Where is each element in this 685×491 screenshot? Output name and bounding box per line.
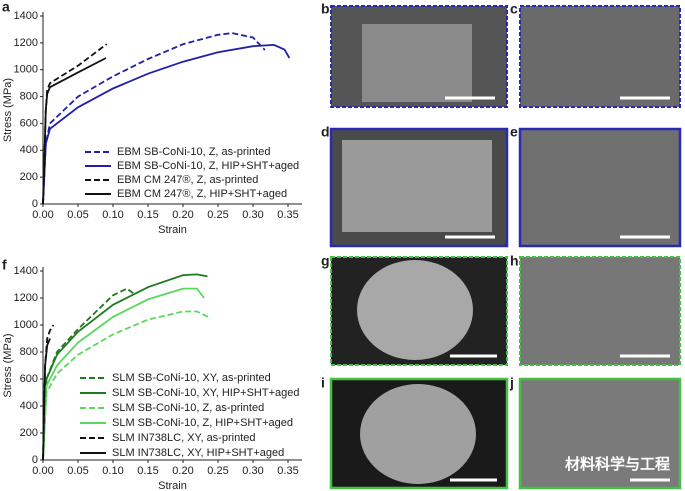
x-tick-label: 0.00: [32, 209, 53, 221]
x-tick-label: 0.30: [242, 465, 263, 477]
y-tick-label: 1200: [14, 37, 38, 49]
y-tick-label: 800: [20, 90, 38, 102]
scale-bars: [445, 96, 670, 482]
x-tick-label: 0.15: [137, 209, 158, 221]
x-tick-label: 0.00: [32, 465, 53, 477]
x-tick-label: 0.05: [67, 465, 88, 477]
legend-label: EBM CM 247®, Z, as-printed: [117, 174, 258, 186]
y-tick-label: 200: [20, 171, 38, 183]
y-tick-label: 1400: [14, 265, 38, 277]
legend-label: SLM SB-CoNi-10, Z, HIP+SHT+aged: [112, 417, 293, 429]
image-detail: [360, 384, 476, 484]
legend-label: SLM SB-CoNi-10, XY, as-printed: [112, 372, 271, 384]
y-axis-title: Stress (MPa): [2, 78, 14, 142]
image-detail: [362, 24, 472, 102]
legend-label: SLM SB-CoNi-10, Z, as-printed: [112, 402, 264, 414]
y-tick-label: 400: [20, 144, 38, 156]
y-tick-label: 1400: [14, 10, 38, 22]
image-detail: [342, 140, 492, 232]
x-tick-label: 0.15: [137, 465, 158, 477]
data-line: [42, 43, 291, 205]
x-tick-label: 0.20: [172, 209, 193, 221]
panel-letter: i: [321, 375, 325, 391]
y-tick-label: 400: [20, 400, 38, 412]
y-tick-label: 1000: [14, 64, 38, 76]
y-tick-label: 200: [20, 427, 38, 439]
data-line: [42, 43, 108, 205]
data-line: [42, 273, 208, 461]
legend-label: EBM SB-CoNi-10, Z, HIP+SHT+aged: [117, 160, 299, 172]
x-axis-title: Strain: [158, 480, 187, 491]
y-tick-label: 1200: [14, 292, 38, 304]
panel-letter: a: [2, 0, 10, 15]
y-tick-label: 600: [20, 117, 38, 129]
panel-letter: j: [509, 375, 514, 391]
x-tick-label: 0.10: [102, 465, 123, 477]
panel-letter: c: [510, 1, 518, 17]
y-axis-title: Stress (MPa): [2, 333, 14, 397]
panel-letter: e: [510, 124, 518, 140]
x-tick-label: 0.25: [207, 465, 228, 477]
x-tick-label: 0.05: [67, 209, 88, 221]
panel-letter: f: [2, 257, 7, 273]
panel-letter: g: [321, 253, 330, 269]
legend-label: EBM SB-CoNi-10, Z, as-printed: [117, 146, 270, 158]
legend-label: SLM SB-CoNi-10, XY, HIP+SHT+aged: [112, 387, 300, 399]
legend-label: SLM IN738LC, XY, as-printed: [112, 432, 255, 444]
watermark: 材料科学与工程: [565, 455, 670, 473]
panel-letter: d: [321, 124, 330, 140]
legend-label: SLM IN738LC, XY, HIP+SHT+aged: [112, 447, 284, 459]
x-tick-label: 0.35: [277, 209, 298, 221]
data-line: [42, 338, 51, 461]
x-tick-label: 0.25: [207, 209, 228, 221]
data-line: [42, 287, 205, 461]
image-j: [518, 377, 682, 490]
data-line: [42, 32, 266, 205]
sem-images: [329, 5, 682, 490]
y-tick-label: 0: [32, 198, 38, 210]
y-tick-label: 600: [20, 373, 38, 385]
y-tick-label: 0: [32, 454, 38, 466]
x-tick-label: 0.30: [242, 209, 263, 221]
y-tick-label: 800: [20, 346, 38, 358]
panel-letter: h: [510, 253, 519, 269]
x-tick-label: 0.10: [102, 209, 123, 221]
data-line: [42, 57, 107, 205]
x-tick-label: 0.35: [277, 465, 298, 477]
legend-label: EBM CM 247®, Z, HIP+SHT+aged: [117, 188, 287, 200]
image-e: [518, 127, 682, 248]
image-c: [519, 5, 681, 108]
panel-letter: b: [321, 1, 330, 17]
image-detail: [357, 260, 473, 360]
image-h: [519, 256, 681, 366]
x-axis-title: Strain: [158, 224, 187, 236]
x-tick-label: 0.20: [172, 465, 193, 477]
y-tick-label: 1000: [14, 319, 38, 331]
data-line: [42, 310, 212, 461]
